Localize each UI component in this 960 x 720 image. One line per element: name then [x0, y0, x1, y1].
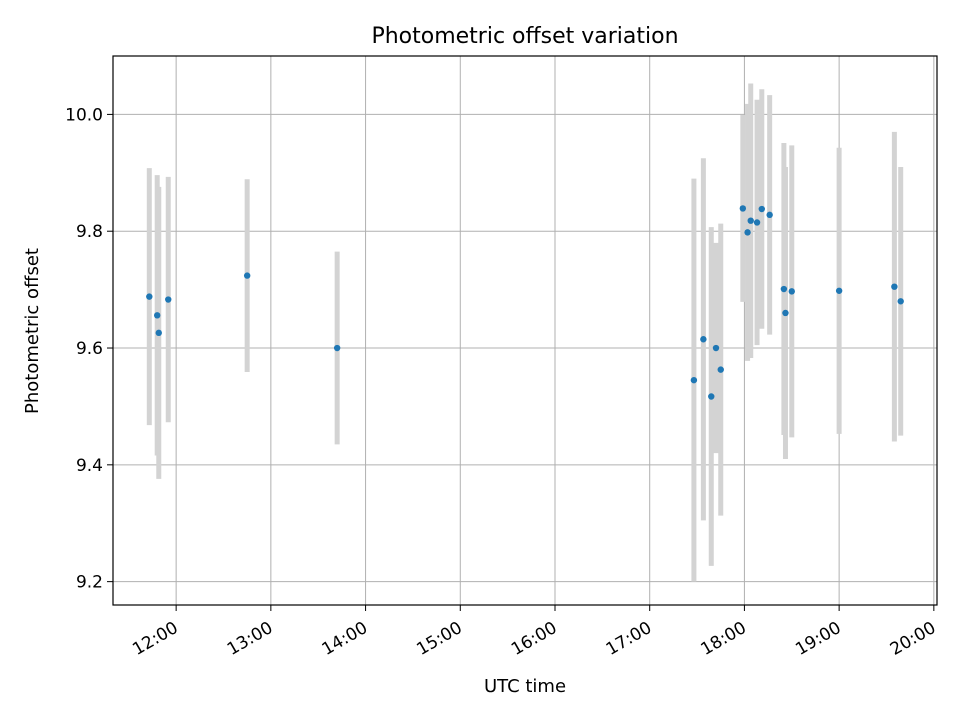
x-tick-label: 19:00 — [792, 618, 844, 660]
data-points — [146, 205, 904, 400]
error-bars — [146, 83, 904, 582]
data-point — [146, 293, 153, 300]
x-tick-label: 12:00 — [129, 618, 181, 660]
data-point — [708, 393, 715, 400]
data-point — [788, 288, 795, 295]
y-tick-label: 9.6 — [76, 339, 103, 359]
data-point — [897, 298, 904, 305]
data-point — [780, 285, 788, 293]
x-tick-label: 20:00 — [887, 618, 939, 660]
data-point — [333, 344, 341, 352]
x-tick-label: 13:00 — [224, 618, 276, 660]
x-tick-label: 18:00 — [697, 618, 749, 660]
x-tick-label: 15:00 — [413, 618, 465, 660]
data-point — [891, 283, 898, 290]
y-axis-ticks: 9.2 9.4 9.6 9.8 10.0 — [65, 105, 113, 593]
x-tick-label: 16:00 — [508, 618, 560, 660]
y-tick-label: 9.2 — [76, 573, 103, 593]
data-point — [690, 376, 698, 384]
y-tick-label: 10.0 — [65, 105, 103, 125]
chart-title: Photometric offset variation — [371, 24, 678, 49]
data-point — [744, 229, 751, 236]
data-point — [717, 366, 724, 373]
data-point — [835, 287, 843, 294]
data-point — [758, 205, 765, 213]
data-point — [747, 217, 754, 224]
y-tick-label: 9.8 — [76, 222, 103, 242]
data-point — [766, 211, 773, 219]
data-point — [782, 309, 789, 317]
x-tick-label: 14:00 — [319, 618, 371, 660]
x-axis-label: UTC time — [484, 676, 566, 697]
data-point — [155, 329, 162, 337]
grid — [113, 56, 937, 605]
data-point — [153, 312, 161, 319]
x-tick-label: 17:00 — [603, 618, 655, 660]
y-tick-label: 9.4 — [76, 456, 103, 476]
x-axis-ticks: 12:00 13:00 14:00 15:00 16:00 17:00 18:00 19:00… — [129, 605, 939, 660]
data-point — [739, 205, 747, 212]
data-point — [712, 344, 720, 352]
data-point — [753, 219, 761, 226]
data-point — [165, 296, 172, 303]
plot-frame — [112, 55, 938, 606]
data-point — [700, 336, 707, 343]
y-axis-label: Photometric offset — [22, 248, 43, 414]
data-point — [243, 272, 251, 279]
